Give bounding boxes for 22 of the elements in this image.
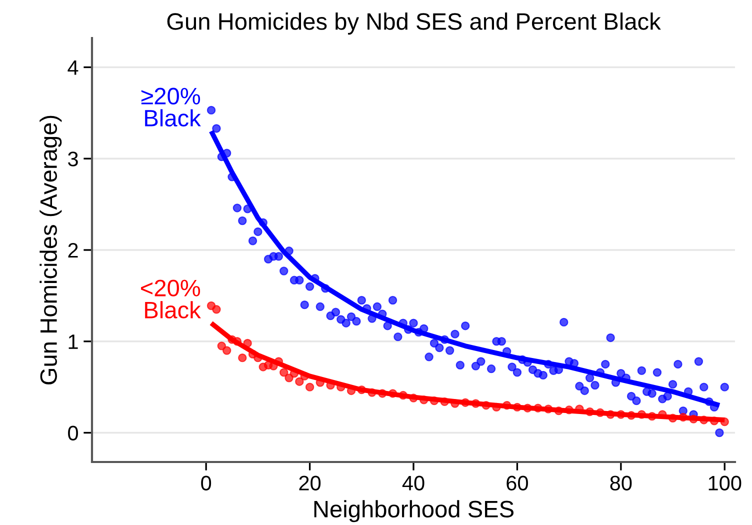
x-tick-label: 100: [708, 476, 742, 490]
x-axis-title: Neighborhood SES: [314, 500, 514, 522]
point: [222, 346, 232, 355]
series-label: <20% Black: [141, 280, 201, 318]
y-tick-label: 3: [68, 152, 78, 166]
y-tick-label: 0: [68, 426, 78, 441]
x-tick-label: 60: [506, 476, 528, 490]
x-tick-label: 0: [201, 476, 212, 490]
y-tick-label: 1: [68, 334, 78, 349]
series-label: ≥20% Black: [141, 88, 201, 127]
point: [280, 368, 288, 377]
x-tick-label: 20: [299, 476, 321, 490]
y-tick-label: 4: [68, 60, 78, 75]
y-tick-label: 2: [68, 243, 78, 258]
point: [238, 353, 247, 362]
y-axis-title: Gun Homicides (Average): [40, 116, 62, 384]
point: [305, 382, 314, 392]
point: [295, 377, 304, 386]
point: [212, 305, 221, 314]
x-tick-label: 40: [402, 476, 424, 490]
chart-title: Gun Homicides by Nbd SES and Percent Black: [167, 12, 661, 35]
x-tick-label: 80: [610, 476, 632, 490]
